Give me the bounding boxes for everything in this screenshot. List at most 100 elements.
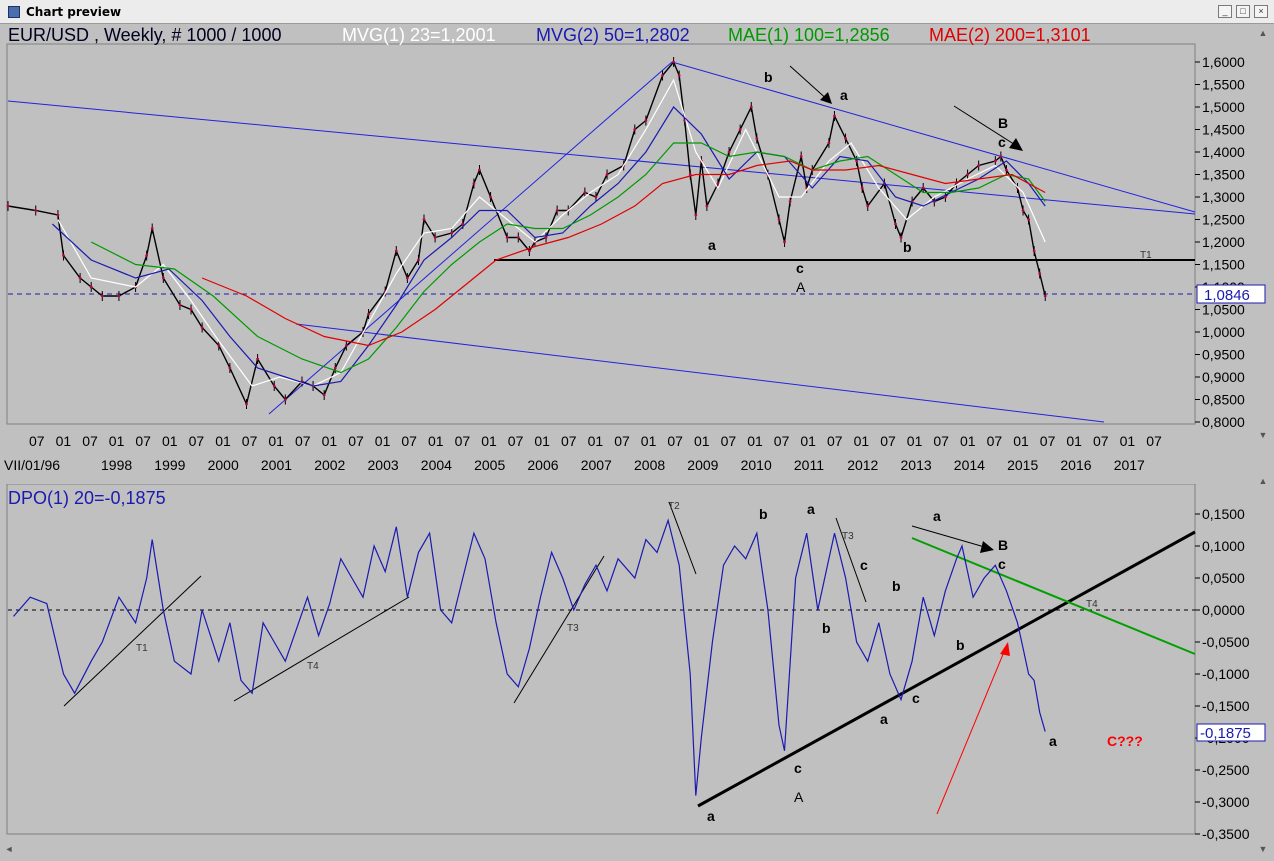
- price-point: [738, 128, 742, 131]
- x-tick-label: 07: [880, 433, 896, 449]
- year-label: 2000: [208, 457, 239, 473]
- dpo-t4-label-left: T4: [307, 661, 319, 672]
- wave-label-A: A: [796, 279, 806, 295]
- dpo-arrowhead-black: [980, 541, 994, 553]
- price-axis-layer: 1,6000 1,5500 1,5000 1,4500 1,4000 1,3500 1,30…: [4, 54, 1245, 473]
- dpo-chart-svg: DPO(1) 20=-0,1875 0,1500 0,1000 0,0500 0,00…: [6, 483, 1266, 842]
- price-point: [472, 182, 476, 185]
- price-point: [555, 209, 559, 212]
- price-point: [417, 258, 420, 262]
- price-point: [433, 236, 437, 239]
- price-point: [405, 276, 409, 280]
- scroll-up-bottom-icon[interactable]: ▲: [1258, 476, 1268, 486]
- y-tick-label: 1,2500: [1202, 212, 1245, 228]
- dpo-label-b3: b: [822, 620, 831, 636]
- price-series-layer: [6, 57, 1047, 409]
- price-point: [799, 155, 803, 158]
- x-tick-label: 01: [268, 433, 284, 449]
- x-tick-label: 01: [215, 433, 231, 449]
- price-point: [6, 204, 10, 208]
- dpo-chart-panel: DPO(1) 20=-0,1875 0,1500 0,1000 0,0500 0,00…: [4, 483, 1270, 856]
- dpo-arrowhead-red: [1000, 642, 1010, 656]
- wave-label-a-mid: a: [708, 237, 716, 253]
- x-tick-label: 01: [641, 433, 657, 449]
- y-tick-label: 1,4500: [1202, 122, 1245, 138]
- y-tick-label: 1,1500: [1202, 257, 1245, 273]
- dpo-label-c1: c: [860, 557, 868, 573]
- series-line-mvg-1-23: [57, 78, 1046, 387]
- x-tick-label: 01: [109, 433, 125, 449]
- price-point: [661, 74, 664, 77]
- price-point: [344, 344, 348, 347]
- year-label: 2017: [1114, 457, 1145, 473]
- price-point: [1005, 168, 1008, 172]
- x-tick-label: 01: [56, 433, 72, 449]
- dpo-y-tick-label: 0,0500: [1202, 570, 1245, 586]
- trend-line-blue-lower-channel: [295, 323, 1105, 423]
- close-button[interactable]: ×: [1254, 5, 1268, 18]
- price-point: [633, 128, 637, 131]
- x-tick-label: 01: [854, 433, 870, 449]
- wave-label-a-top: a: [840, 87, 848, 103]
- price-point: [544, 236, 548, 239]
- x-tick-label: 07: [1040, 433, 1056, 449]
- dpo-label-B: B: [998, 537, 1008, 553]
- year-label: 2001: [261, 457, 292, 473]
- price-point: [478, 168, 481, 172]
- price-point: [594, 195, 598, 199]
- price-point: [161, 276, 165, 280]
- y-tick-label: 1,5000: [1202, 99, 1245, 115]
- price-point: [1021, 209, 1025, 212]
- price-point: [56, 213, 60, 217]
- minimize-button[interactable]: _: [1218, 5, 1232, 18]
- maximize-button[interactable]: □: [1236, 5, 1250, 18]
- x-tick-label: 07: [561, 433, 577, 449]
- dpo-y-tick-label: -0,0500: [1202, 634, 1250, 650]
- price-point: [716, 182, 720, 185]
- dpo-arrows: [911, 525, 1010, 815]
- x-tick-label: 01: [428, 433, 444, 449]
- price-point: [217, 344, 221, 347]
- dpo-t3-label-left: T3: [567, 623, 579, 634]
- dpo-label-b4: b: [956, 637, 965, 653]
- x-tick-label: 07: [508, 433, 524, 449]
- scroll-down-top-icon[interactable]: ▼: [1258, 430, 1268, 440]
- year-label: 2014: [954, 457, 985, 473]
- scroll-left-icon[interactable]: ◄: [4, 844, 14, 854]
- arrow-line-a: [789, 65, 831, 103]
- price-point: [755, 137, 759, 140]
- dpo-label-A: A: [794, 789, 804, 805]
- dpo-trend-t2: [668, 501, 697, 575]
- price-point: [644, 119, 648, 122]
- scroll-up-top-icon[interactable]: ▲: [1258, 28, 1268, 38]
- price-point: [705, 204, 709, 208]
- price-point: [461, 222, 465, 226]
- year-label: 1998: [101, 457, 132, 473]
- dpo-label-b1: b: [759, 506, 768, 522]
- price-point: [505, 236, 509, 239]
- price-point: [1043, 294, 1047, 298]
- scroll-down-bottom-icon[interactable]: ▼: [1258, 844, 1268, 854]
- x-tick-label: 07: [667, 433, 683, 449]
- y-tick-label: 1,0000: [1202, 324, 1245, 340]
- dpo-wave-labels: b a c a B c b b b a c a c A a: [707, 501, 1057, 824]
- wave-label-b-top: b: [764, 69, 773, 85]
- price-point: [860, 186, 864, 190]
- price-point: [977, 164, 981, 167]
- dpo-arrow-red-line: [936, 646, 1007, 815]
- x-tick-label: 07: [614, 433, 630, 449]
- price-point: [1027, 218, 1030, 221]
- series-line-mae-2-200: [201, 160, 1046, 347]
- price-point: [62, 254, 65, 257]
- window-title: Chart preview: [26, 5, 122, 19]
- dpo-series-line: [13, 518, 1046, 796]
- dpo-last-value-box: [1196, 723, 1266, 742]
- year-label: 2006: [527, 457, 558, 473]
- price-point: [516, 236, 520, 239]
- dpo-y-tick-label: -0,3500: [1202, 826, 1250, 842]
- mae1-label: MAE(1) 100=1,2856: [728, 25, 890, 45]
- year-label: 2003: [368, 457, 399, 473]
- price-point: [777, 218, 781, 221]
- dpo-label-a1: a: [807, 501, 815, 517]
- year-label: VII/01/96: [4, 457, 60, 473]
